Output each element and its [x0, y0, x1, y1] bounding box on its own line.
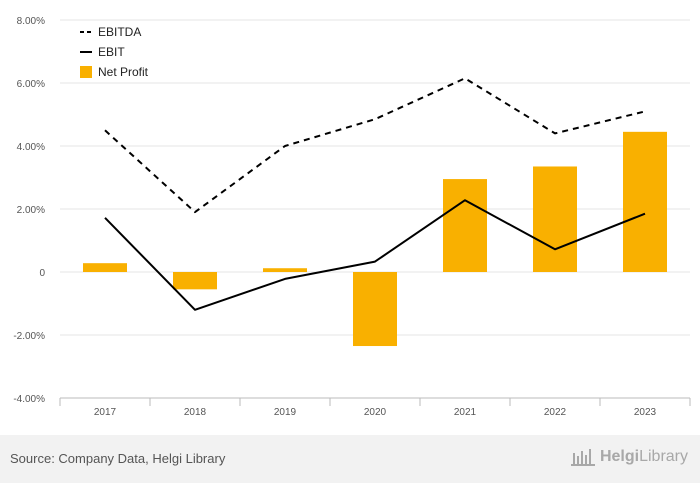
net-profit-bar [353, 272, 397, 347]
x-tick-label: 2023 [634, 407, 657, 418]
footer: Source: Company Data, Helgi Library Helg… [0, 435, 700, 483]
net-profit-bar [83, 263, 127, 272]
series-lines [104, 77, 646, 311]
legend: EBITDA EBIT Net Profit [80, 25, 149, 79]
net-profit-bar [623, 131, 667, 272]
x-tick-label: 2019 [274, 407, 297, 418]
y-tick-label: -4.00% [13, 394, 45, 405]
x-tick-label: 2017 [94, 407, 117, 418]
net-profit-bars [83, 131, 667, 347]
y-tick-label: 8.00% [17, 16, 45, 27]
ebit-line [104, 199, 646, 311]
net-profit-bar [443, 179, 487, 272]
axes: -4.00% -2.00% 0 2.00% 4.00% 6.00% 8.00% 2017 201… [13, 16, 691, 418]
x-tick-label: 2021 [454, 407, 477, 418]
net-profit-bar [173, 272, 217, 290]
source-note: Source: Company Data, Helgi Library [10, 451, 226, 466]
y-tick-label: -2.00% [13, 331, 45, 342]
brand-logo[interactable]: HelgiLibrary [570, 447, 688, 467]
y-tick-label: 4.00% [17, 142, 45, 153]
brand-name: HelgiLibrary [599, 448, 688, 465]
x-tick-label: 2020 [364, 407, 387, 418]
legend-label: EBITDA [98, 25, 141, 39]
y-tick-label: 2.00% [17, 205, 45, 216]
x-tick-label: 2022 [544, 407, 567, 418]
legend-label: Net Profit [98, 65, 149, 79]
y-tick-label: 0 [39, 268, 45, 279]
legend-label: EBIT [98, 45, 125, 59]
ebitda-line [104, 77, 646, 214]
legend-swatch [80, 66, 92, 78]
library-icon [570, 449, 595, 466]
net-profit-bar [263, 268, 307, 272]
y-tick-label: 6.00% [17, 79, 45, 90]
x-tick-label: 2018 [184, 407, 207, 418]
chart: -4.00% -2.00% 0 2.00% 4.00% 6.00% 8.00% 2017 201… [13, 16, 691, 418]
net-profit-bar [533, 166, 577, 272]
